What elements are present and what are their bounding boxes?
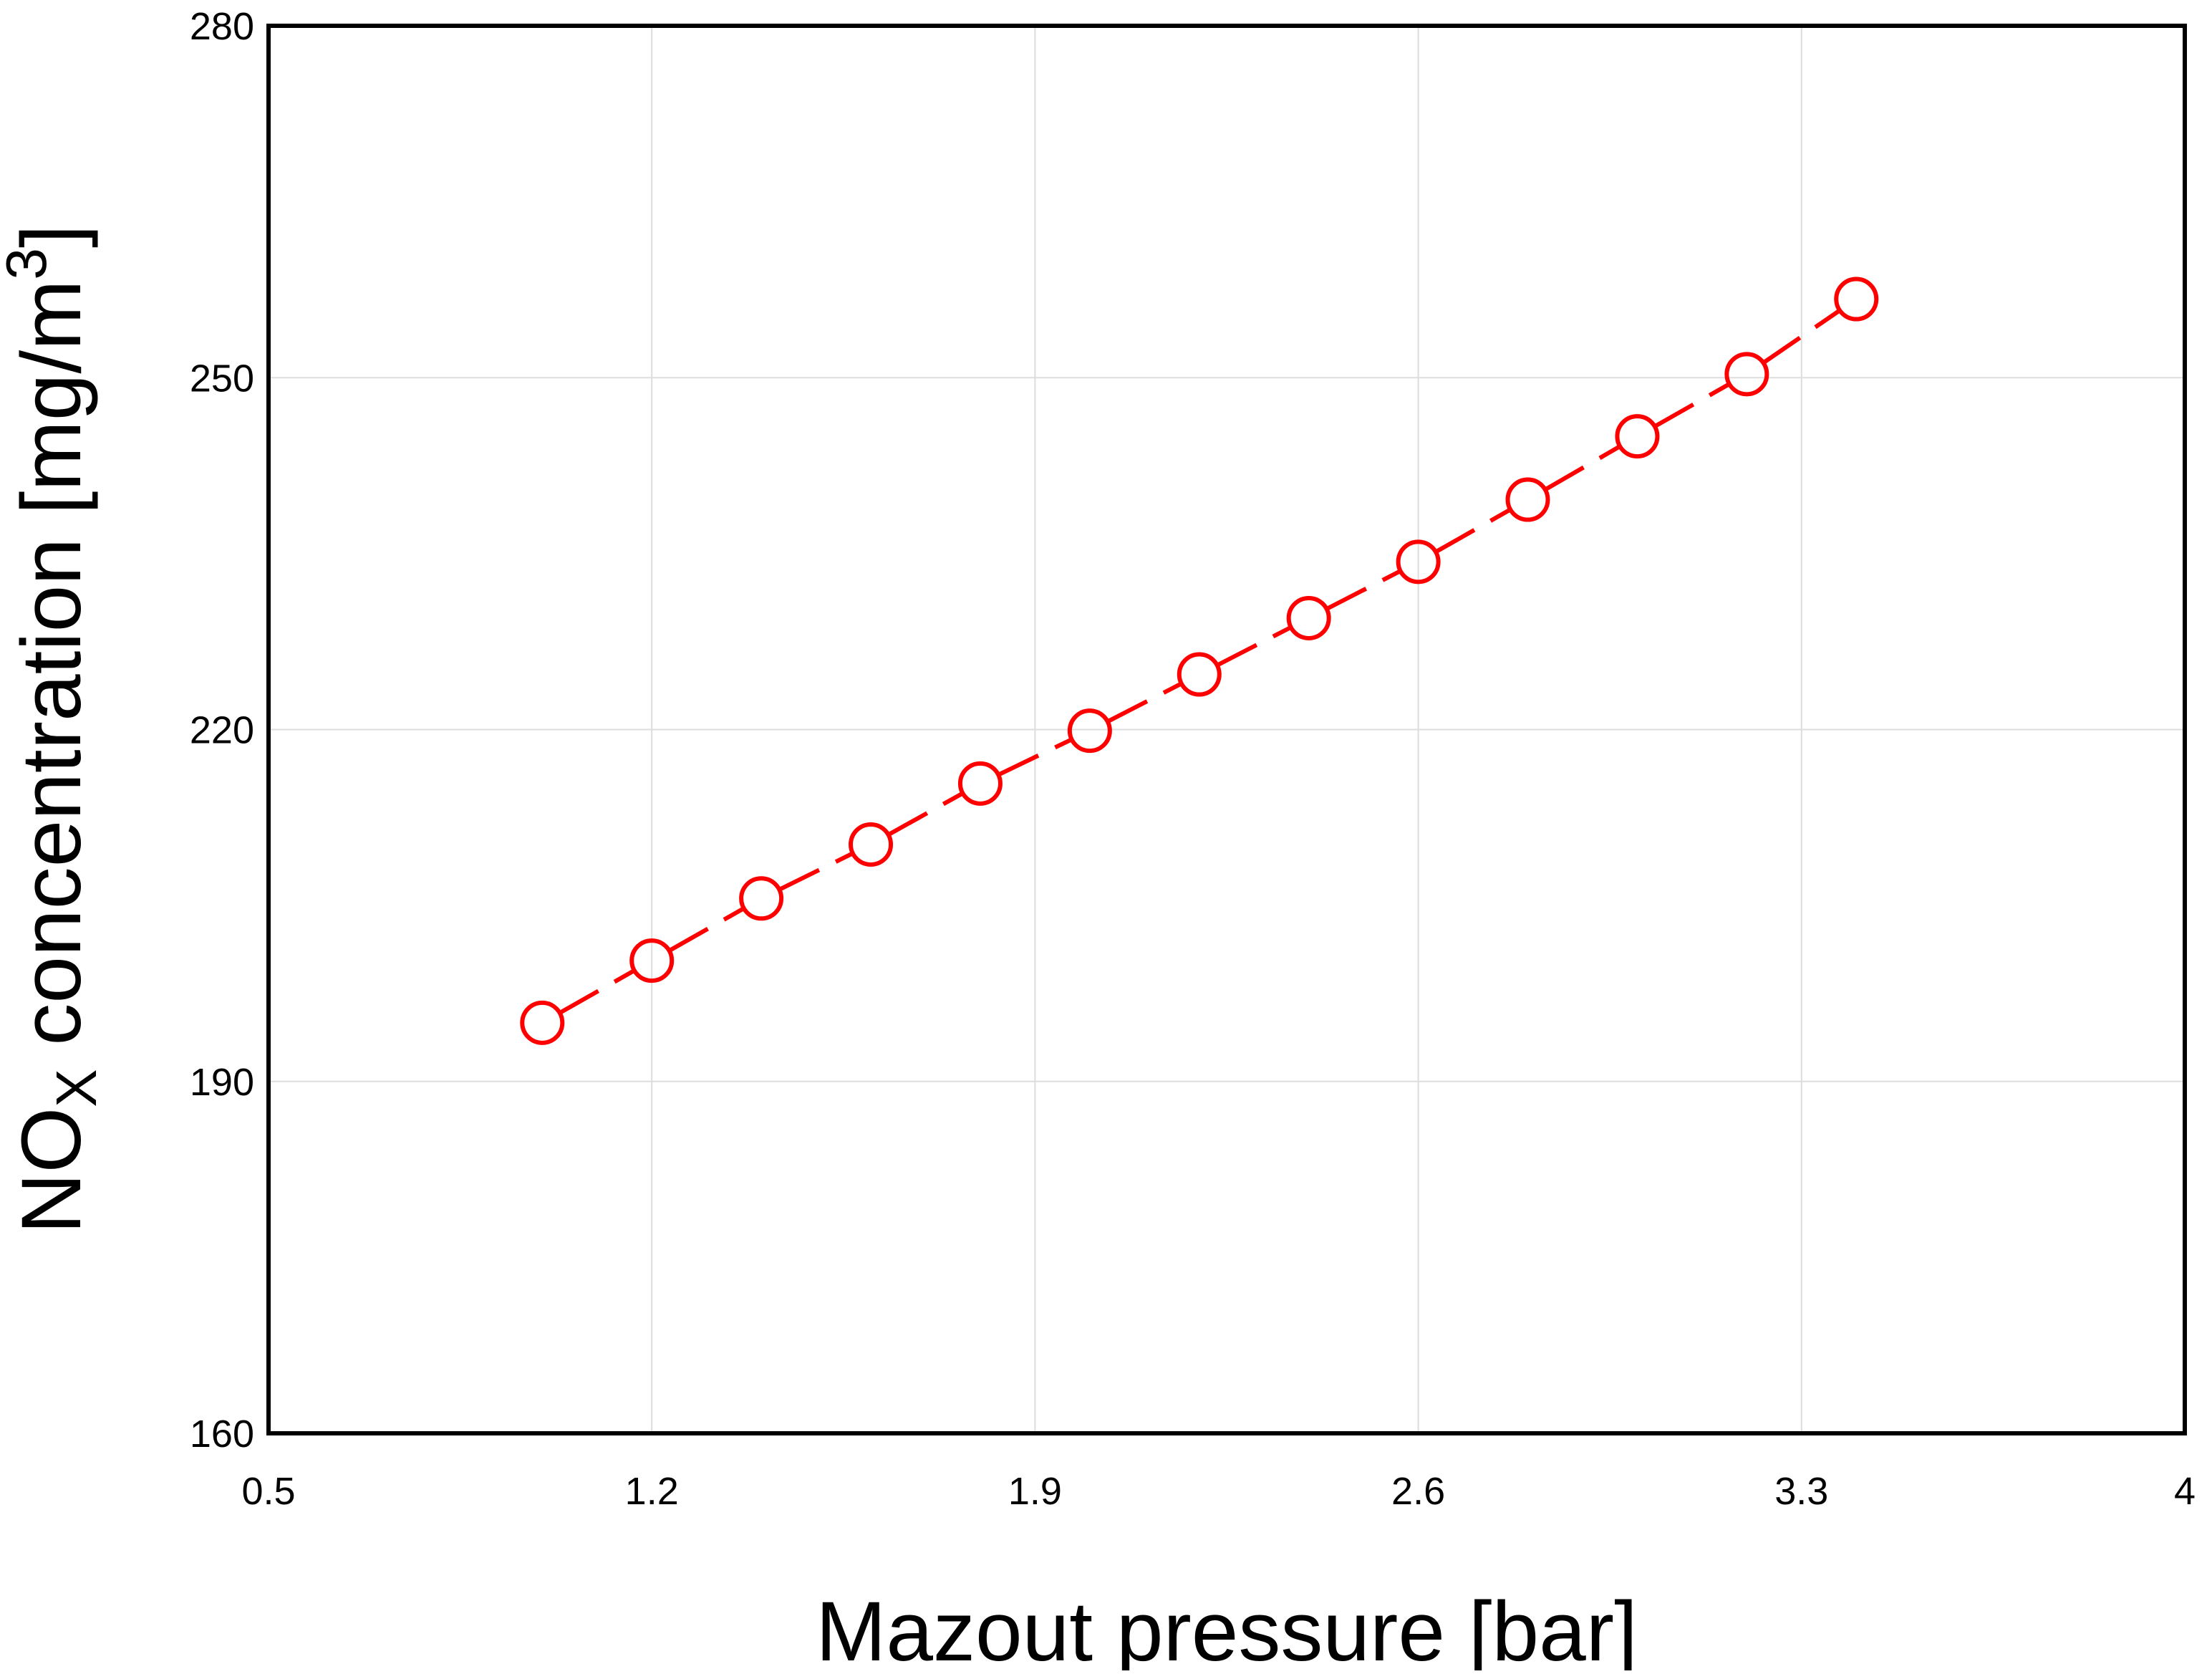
series-line-segment xyxy=(668,906,745,953)
data-point-marker xyxy=(1177,652,1222,697)
series-line-segment xyxy=(1762,308,1841,365)
x-tick-label: 1.9 xyxy=(1008,1470,1062,1513)
series-line-segment xyxy=(1544,444,1621,492)
data-point-marker xyxy=(1615,414,1660,459)
y-tick-label: 190 xyxy=(190,1061,254,1104)
data-point-marker xyxy=(849,822,894,867)
series-line-segment xyxy=(559,968,636,1015)
data-point-marker xyxy=(739,876,784,921)
series-line-segment xyxy=(1325,569,1402,611)
plot-frame xyxy=(266,24,2187,1435)
x-tick-label: 4 xyxy=(2174,1470,2196,1513)
y-axis-title: NOX concentration [mg/m3] xyxy=(0,224,108,1233)
data-point-marker xyxy=(1505,477,1550,522)
y-tick-label: 220 xyxy=(190,709,254,752)
x-tick-label: 2.6 xyxy=(1391,1470,1445,1513)
y-axis-title-subscript: X xyxy=(44,1069,108,1107)
y-tick-label: 160 xyxy=(190,1413,254,1456)
series-line-segment xyxy=(1434,507,1512,554)
y-tick-label: 280 xyxy=(190,5,254,48)
y-tick-label: 250 xyxy=(190,357,254,400)
x-tick-label: 3.3 xyxy=(1774,1470,1828,1513)
data-point-marker xyxy=(1067,708,1112,754)
y-axis-title-close: ] xyxy=(4,224,99,248)
y-axis-title-main: NO xyxy=(4,1107,99,1234)
data-point-marker xyxy=(520,1000,565,1045)
y-axis-title-superscript: 3 xyxy=(0,248,58,280)
data-point-marker xyxy=(1396,539,1441,585)
series-line-segment xyxy=(1216,625,1293,668)
series-line-segment xyxy=(778,851,854,892)
series-line-segment xyxy=(1106,681,1183,724)
data-point-marker xyxy=(1286,595,1331,640)
series-line-segment xyxy=(887,791,964,837)
tick-label-layer: 0.5 1.2 1.9 2.6 3.3 4 160 190 220 250 280 xyxy=(190,5,2196,1513)
x-tick-label: 0.5 xyxy=(241,1470,295,1513)
series-line-segment xyxy=(997,737,1073,777)
x-axis-title: Mazout pressure [bar] xyxy=(816,1584,1638,1670)
y-axis-title-rest: concentration [mg/m xyxy=(4,280,99,1069)
x-tick-label: 1.2 xyxy=(625,1470,679,1513)
data-point-marker xyxy=(1834,276,1879,322)
series-line-segment xyxy=(1653,382,1731,428)
data-point-marker xyxy=(1724,352,1769,397)
data-point-marker xyxy=(629,938,675,983)
series-layer xyxy=(520,276,1879,1045)
data-point-marker xyxy=(957,761,1003,806)
grid-layer xyxy=(269,26,2185,1433)
